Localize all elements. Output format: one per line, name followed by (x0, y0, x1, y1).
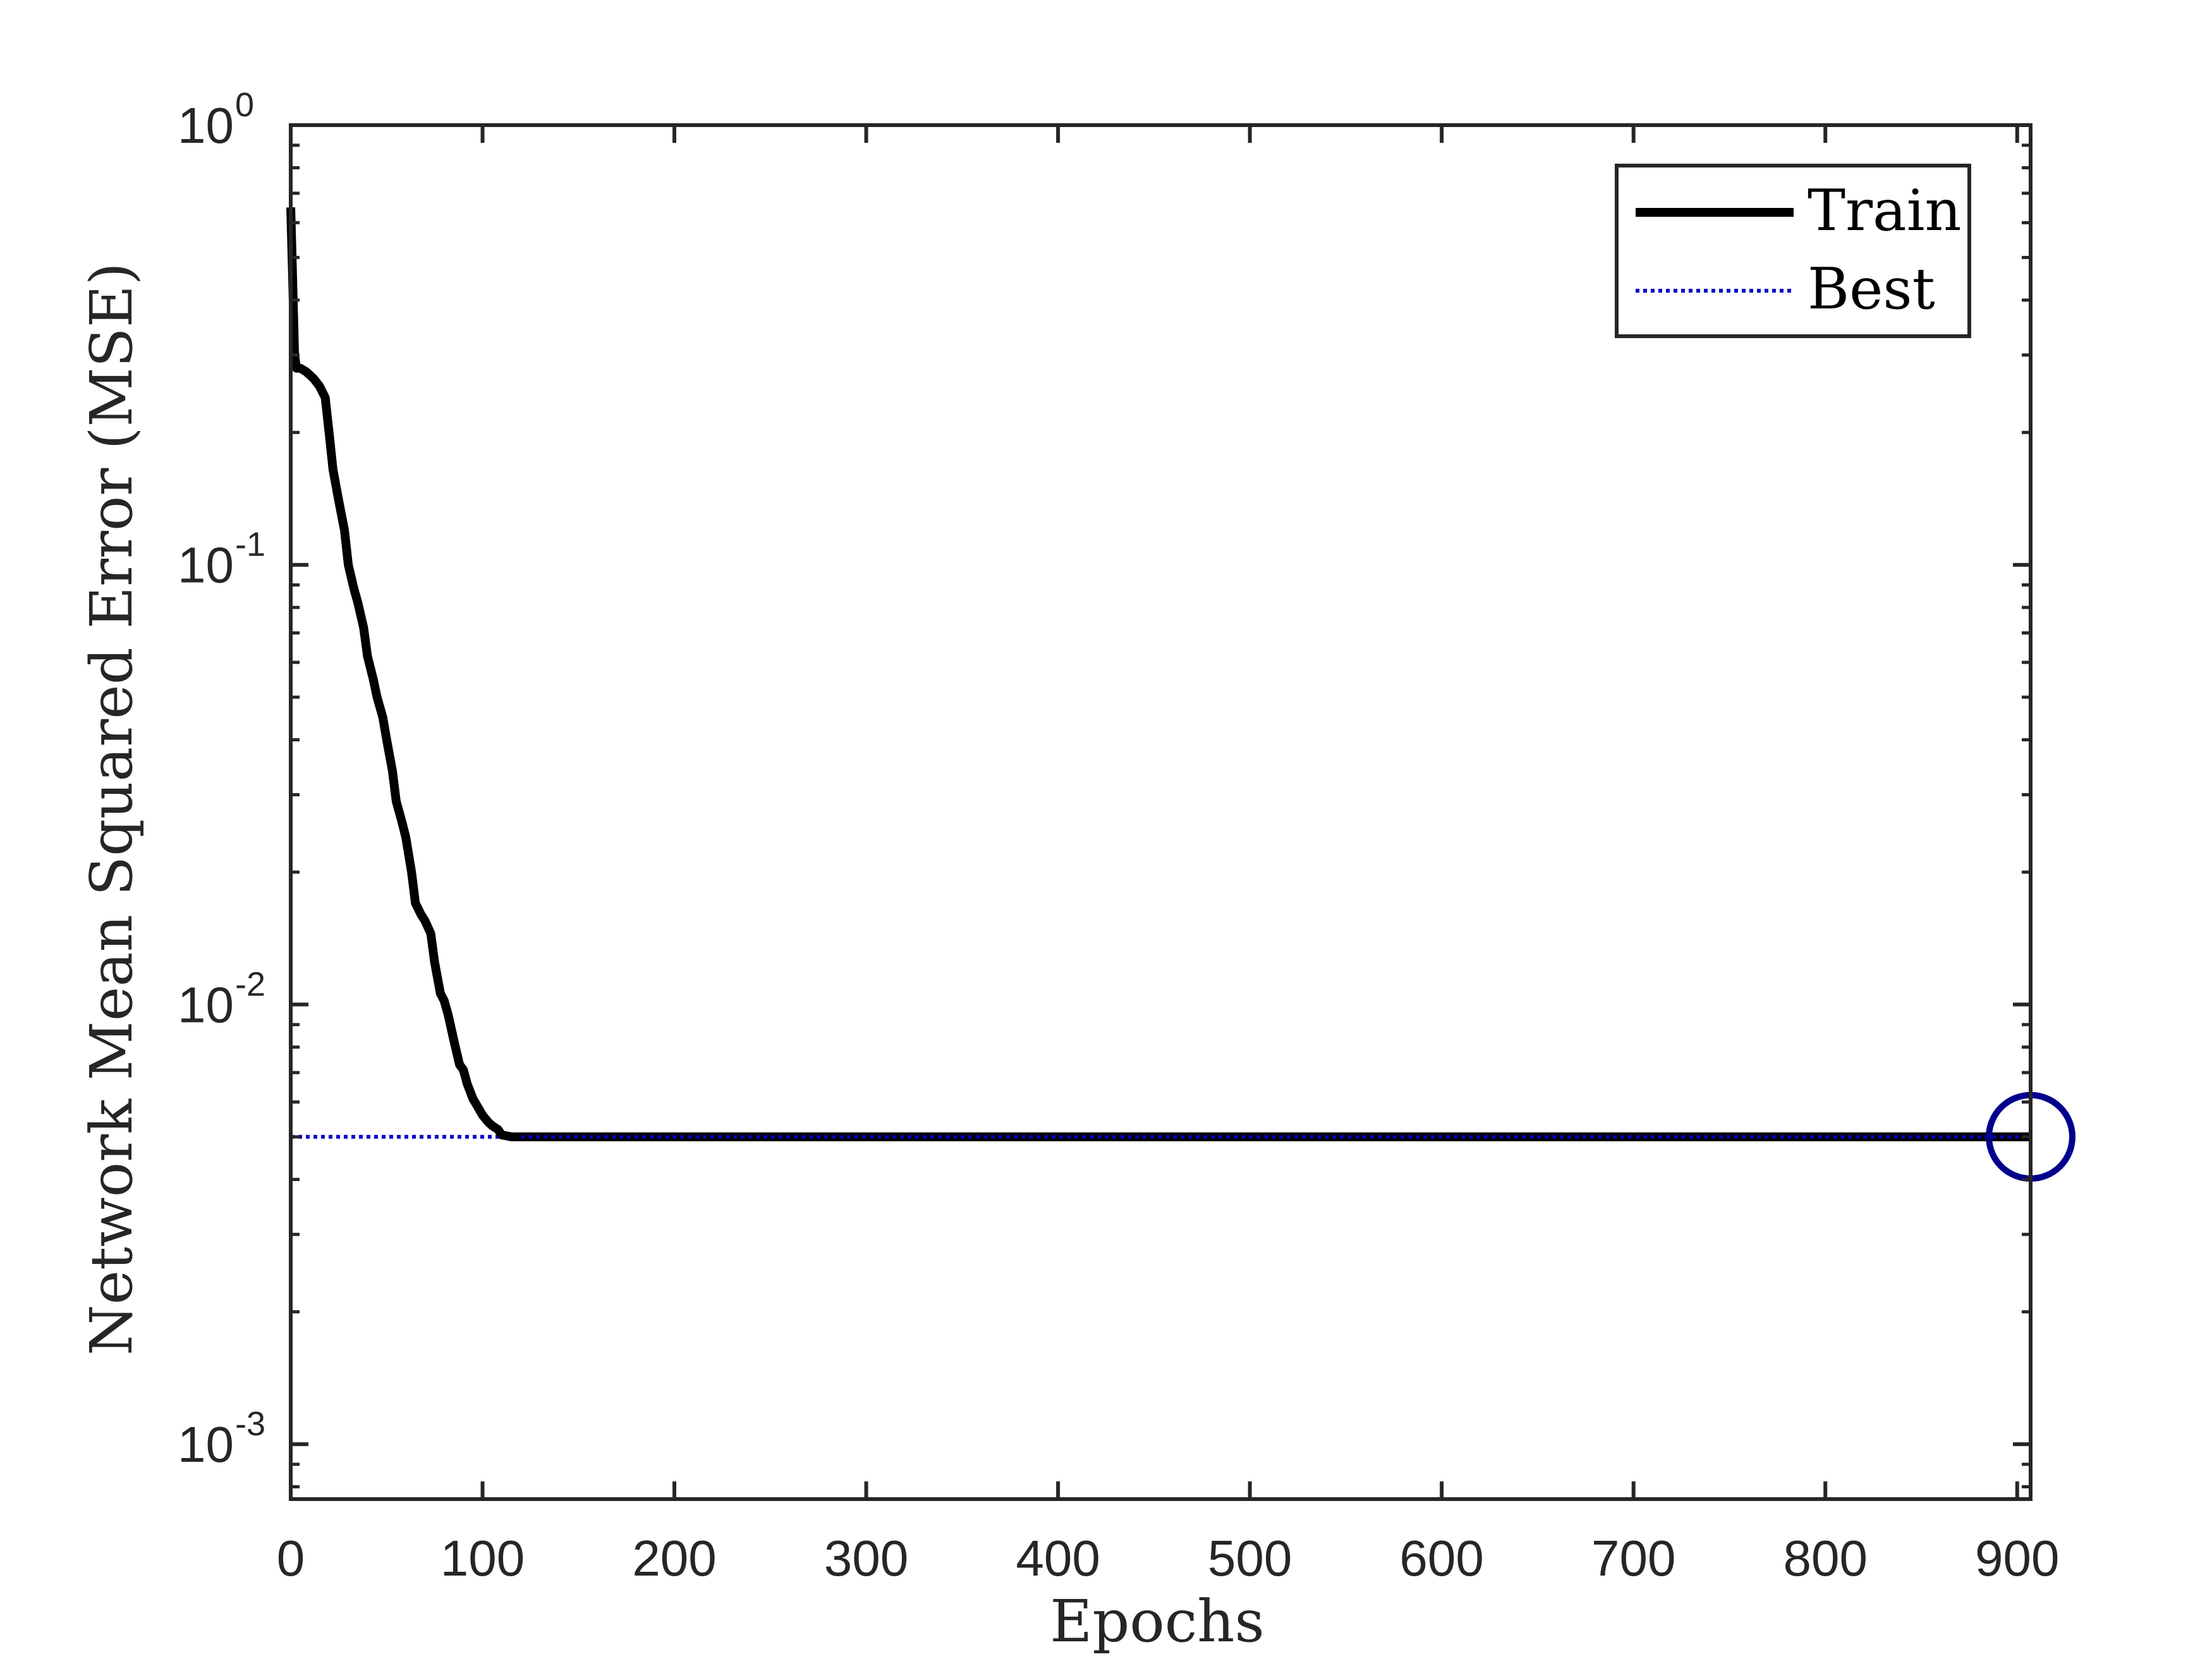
legend: Train Best (1615, 164, 1971, 338)
legend-train-label: Train (1808, 178, 1961, 244)
x-tick-label: 700 (1591, 1530, 1675, 1586)
x-tick-label: 400 (1016, 1530, 1100, 1586)
x-tick-label: 600 (1399, 1530, 1483, 1586)
y-tick-label: 10 -3 (178, 1405, 265, 1473)
axes-box (289, 123, 2033, 1501)
x-tick-label: 300 (824, 1530, 908, 1586)
y-tick-label-exponent: -2 (235, 965, 265, 1003)
x-tick-label: 0 (277, 1530, 305, 1586)
y-tick-label-exponent: 0 (235, 86, 254, 124)
x-tick-label: 100 (441, 1530, 525, 1586)
axes: 0 100 200 300 400 500 600 700 800 90010-310-210-1… (178, 86, 2059, 1586)
y-tick-label: 10 -1 (178, 526, 265, 593)
y-axis-title: Network Mean Squared Error (MSE) (78, 262, 145, 1356)
y-tick-label-exponent: -1 (235, 526, 265, 564)
legend-box (1615, 164, 1971, 338)
y-tick-label-base: 10 (178, 1416, 234, 1473)
y-tick-label: 10 -2 (178, 965, 265, 1033)
x-tick-label: 200 (632, 1530, 716, 1586)
legend-best-label: Best (1808, 256, 1935, 322)
x-tick-label: 500 (1208, 1530, 1292, 1586)
x-tick-label: 800 (1783, 1530, 1867, 1586)
y-tick-label: 10 0 (178, 86, 254, 154)
y-tick-label-base: 10 (178, 537, 234, 593)
y-tick-label-base: 10 (178, 976, 234, 1033)
y-tick-label-exponent: -3 (235, 1405, 265, 1443)
y-tick-label-base: 10 (178, 97, 234, 154)
x-axis-title: Epochs (1050, 1588, 1264, 1655)
x-tick-label: 900 (1975, 1530, 2059, 1586)
